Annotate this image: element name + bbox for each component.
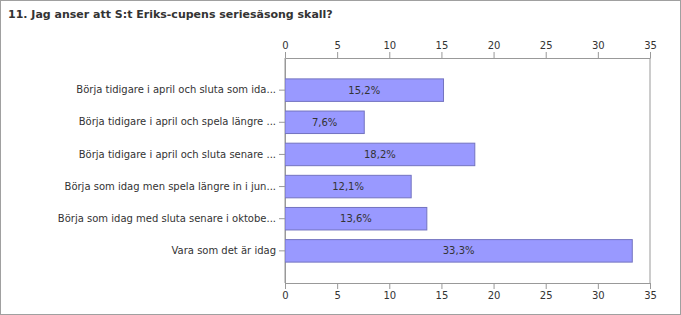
- tick-label: 30: [592, 40, 605, 51]
- tick-label: 10: [383, 40, 396, 51]
- tick-mark: [279, 154, 285, 155]
- tick-mark: [650, 283, 651, 289]
- tick-label: 5: [334, 290, 340, 301]
- tick-mark: [389, 283, 390, 289]
- bar: [285, 111, 364, 133]
- tick: 35: [644, 40, 657, 58]
- tick-label: Vara som det är idag: [172, 245, 276, 256]
- tick-mark: [494, 283, 495, 289]
- tick: 15: [436, 40, 449, 58]
- tick-mark: [279, 186, 285, 187]
- tick: 20: [488, 283, 501, 301]
- tick-mark: [494, 52, 495, 58]
- axis-line: [650, 58, 651, 283]
- bar: [285, 207, 427, 230]
- bar: [285, 79, 444, 102]
- tick-mark: [337, 52, 338, 58]
- tick: 30: [592, 40, 605, 58]
- tick-label: 0: [282, 290, 288, 301]
- tick-mark: [279, 250, 285, 251]
- tick-label: Börja som idag men spela längre in i jun…: [65, 181, 276, 192]
- tick: 0: [282, 40, 288, 58]
- tick-label: 10: [383, 290, 396, 301]
- bar: [285, 240, 632, 263]
- bar: [285, 175, 411, 198]
- tick-label: 20: [488, 40, 501, 51]
- tick: Börja tidigare i april och sluta senare …: [79, 149, 285, 160]
- tick-label: 35: [644, 40, 657, 51]
- bar: [285, 143, 475, 166]
- tick: Börja som idag men spela längre in i jun…: [65, 181, 285, 192]
- tick-mark: [441, 283, 442, 289]
- tick-mark: [279, 122, 285, 123]
- axis-line: [286, 283, 651, 284]
- tick-mark: [650, 52, 651, 58]
- x-axis-bottom: 0 5 10 15 20 25 30 35: [282, 283, 657, 301]
- tick: Börja tidigare i april och sluta som ida…: [76, 84, 285, 95]
- tick: 5: [334, 283, 340, 301]
- tick-label: Börja tidigare i april och spela längre …: [79, 116, 276, 127]
- tick: Börja tidigare i april och spela längre …: [79, 116, 285, 127]
- chart: 11. Jag anser att S:t Eriks-cupens serie…: [0, 0, 681, 315]
- tick: 10: [383, 283, 396, 301]
- tick: 25: [540, 283, 553, 301]
- tick: 5: [334, 40, 340, 58]
- tick-mark: [546, 52, 547, 58]
- tick: 25: [540, 40, 553, 58]
- tick-label: 0: [282, 40, 288, 51]
- tick: 35: [644, 283, 657, 301]
- tick-label: 25: [540, 40, 553, 51]
- tick-label: Börja tidigare i april och sluta senare …: [79, 149, 276, 160]
- tick: Börja som idag med sluta senare i oktobe…: [58, 213, 285, 224]
- tick-mark: [279, 90, 285, 91]
- tick-label: 5: [334, 40, 340, 51]
- y-axis: Börja tidigare i april och sluta som ida…: [58, 58, 286, 284]
- title: 11. Jag anser att S:t Eriks-cupens serie…: [8, 8, 333, 21]
- axis-line: [286, 58, 651, 59]
- tick-label: 15: [436, 290, 449, 301]
- data-label: 13,6%: [340, 213, 372, 224]
- data-label: 33,3%: [443, 245, 475, 256]
- tick-label: 35: [644, 290, 657, 301]
- tick-label: Börja tidigare i april och sluta som ida…: [76, 84, 276, 95]
- tick-mark: [285, 283, 286, 289]
- tick-mark: [389, 52, 390, 58]
- tick-mark: [598, 283, 599, 289]
- tick: 15: [436, 283, 449, 301]
- tick-mark: [285, 52, 286, 58]
- tick-mark: [279, 218, 285, 219]
- tick-label: 20: [488, 290, 501, 301]
- data-labels: 15,2% 7,6% 18,2% 12,1% 13,6% 33,3%: [312, 85, 475, 257]
- tick: Vara som det är idag: [172, 245, 285, 256]
- tick-mark: [337, 283, 338, 289]
- tick: 30: [592, 283, 605, 301]
- data-label: 15,2%: [348, 85, 380, 96]
- x-axis-top: 0 5 10 15 20 25 30 35: [282, 40, 657, 59]
- tick-label: 30: [592, 290, 605, 301]
- data-label: 7,6%: [312, 117, 337, 128]
- bars: [285, 79, 632, 262]
- tick: 10: [383, 40, 396, 58]
- frame: [1, 1, 681, 315]
- tick-label: 25: [540, 290, 553, 301]
- tick: 20: [488, 40, 501, 58]
- tick-mark: [598, 52, 599, 58]
- tick-label: 15: [436, 40, 449, 51]
- tick-label: Börja som idag med sluta senare i oktobe…: [58, 213, 276, 224]
- data-label: 12,1%: [332, 181, 364, 192]
- data-label: 18,2%: [364, 149, 396, 160]
- tick-mark: [441, 52, 442, 58]
- tick: 0: [282, 283, 288, 301]
- tick-mark: [546, 283, 547, 289]
